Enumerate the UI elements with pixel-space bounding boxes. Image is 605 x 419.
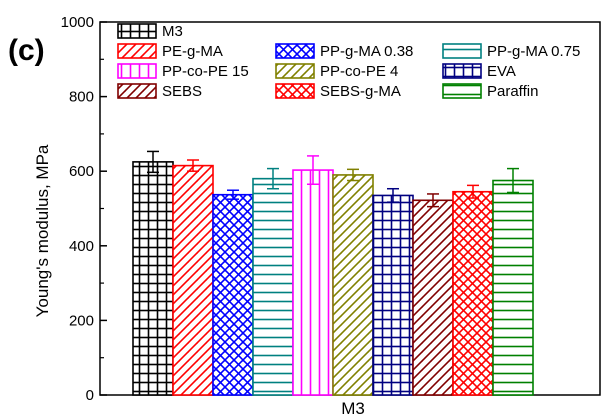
legend-label: PP-co-PE 4 (320, 63, 398, 80)
legend-item: Paraffin (442, 83, 538, 100)
legend-label: PP-g-MA 0.75 (487, 43, 580, 60)
error-bar (267, 167, 279, 190)
legend-item: SEBS-g-MA (275, 83, 401, 100)
error-bar (387, 187, 399, 203)
error-bar (187, 159, 199, 172)
bar-pe-g-ma (172, 164, 214, 396)
legend-item: M3 (117, 23, 183, 40)
legend-swatch (117, 43, 157, 59)
legend-swatch (117, 63, 157, 79)
legend-item: EVA (442, 63, 516, 80)
legend-label: PP-co-PE 15 (162, 63, 249, 80)
bar-m3 (132, 161, 174, 396)
y-tick-label: 1000 (61, 14, 94, 31)
legend-swatch (275, 83, 315, 99)
bar-pp-co-pe-4 (332, 174, 374, 396)
legend-swatch (117, 83, 157, 99)
legend-swatch (442, 83, 482, 99)
legend-swatch (275, 63, 315, 79)
legend-swatch (442, 43, 482, 59)
bar-eva (372, 194, 414, 396)
bar-pp-g-ma-0-75 (252, 177, 294, 396)
error-bar (227, 189, 239, 200)
bar-pp-g-ma-0-38 (212, 193, 254, 396)
legend-swatch (442, 63, 482, 79)
bar-sebs-g-ma (452, 190, 494, 396)
legend-label: PE-g-MA (162, 43, 223, 60)
legend-label: PP-g-MA 0.38 (320, 43, 413, 60)
legend-label: M3 (162, 23, 183, 40)
bar-pp-co-pe-15 (292, 169, 334, 396)
error-bar (347, 168, 359, 182)
legend-label: Paraffin (487, 83, 538, 100)
legend-label: SEBS-g-MA (320, 83, 401, 100)
error-bar (427, 193, 439, 208)
panel-label: (c) (8, 34, 45, 67)
y-tick-label: 400 (69, 238, 94, 255)
y-tick-label: 200 (69, 312, 94, 329)
error-bar (467, 184, 479, 199)
legend-item: PP-g-MA 0.75 (442, 43, 580, 60)
legend-swatch (117, 23, 157, 39)
x-axis-title: M3 (341, 399, 365, 418)
bars-group (132, 150, 534, 396)
legend-item: PP-co-PE 4 (275, 63, 398, 80)
y-tick-label: 0 (86, 387, 94, 404)
error-bar (507, 167, 519, 194)
legend-swatch (275, 43, 315, 59)
legend-item: PP-co-PE 15 (117, 63, 249, 80)
legend-label: EVA (487, 63, 516, 80)
legend-item: PE-g-MA (117, 43, 223, 60)
bar-sebs (412, 199, 454, 396)
error-bar (147, 150, 159, 174)
y-axis-title: Young's modulus, MPa (33, 144, 52, 317)
y-tick-label: 600 (69, 163, 94, 180)
legend-label: SEBS (162, 83, 202, 100)
y-tick-label: 800 (69, 89, 94, 106)
legend-item: PP-g-MA 0.38 (275, 43, 413, 60)
legend-item: SEBS (117, 83, 202, 100)
bar-paraffin (492, 179, 534, 396)
legend: M3 PE-g-MA PP-g-MA 0.38 PP-g-MA 0.75 PP-co-P… (117, 23, 580, 100)
error-bar (307, 155, 319, 186)
